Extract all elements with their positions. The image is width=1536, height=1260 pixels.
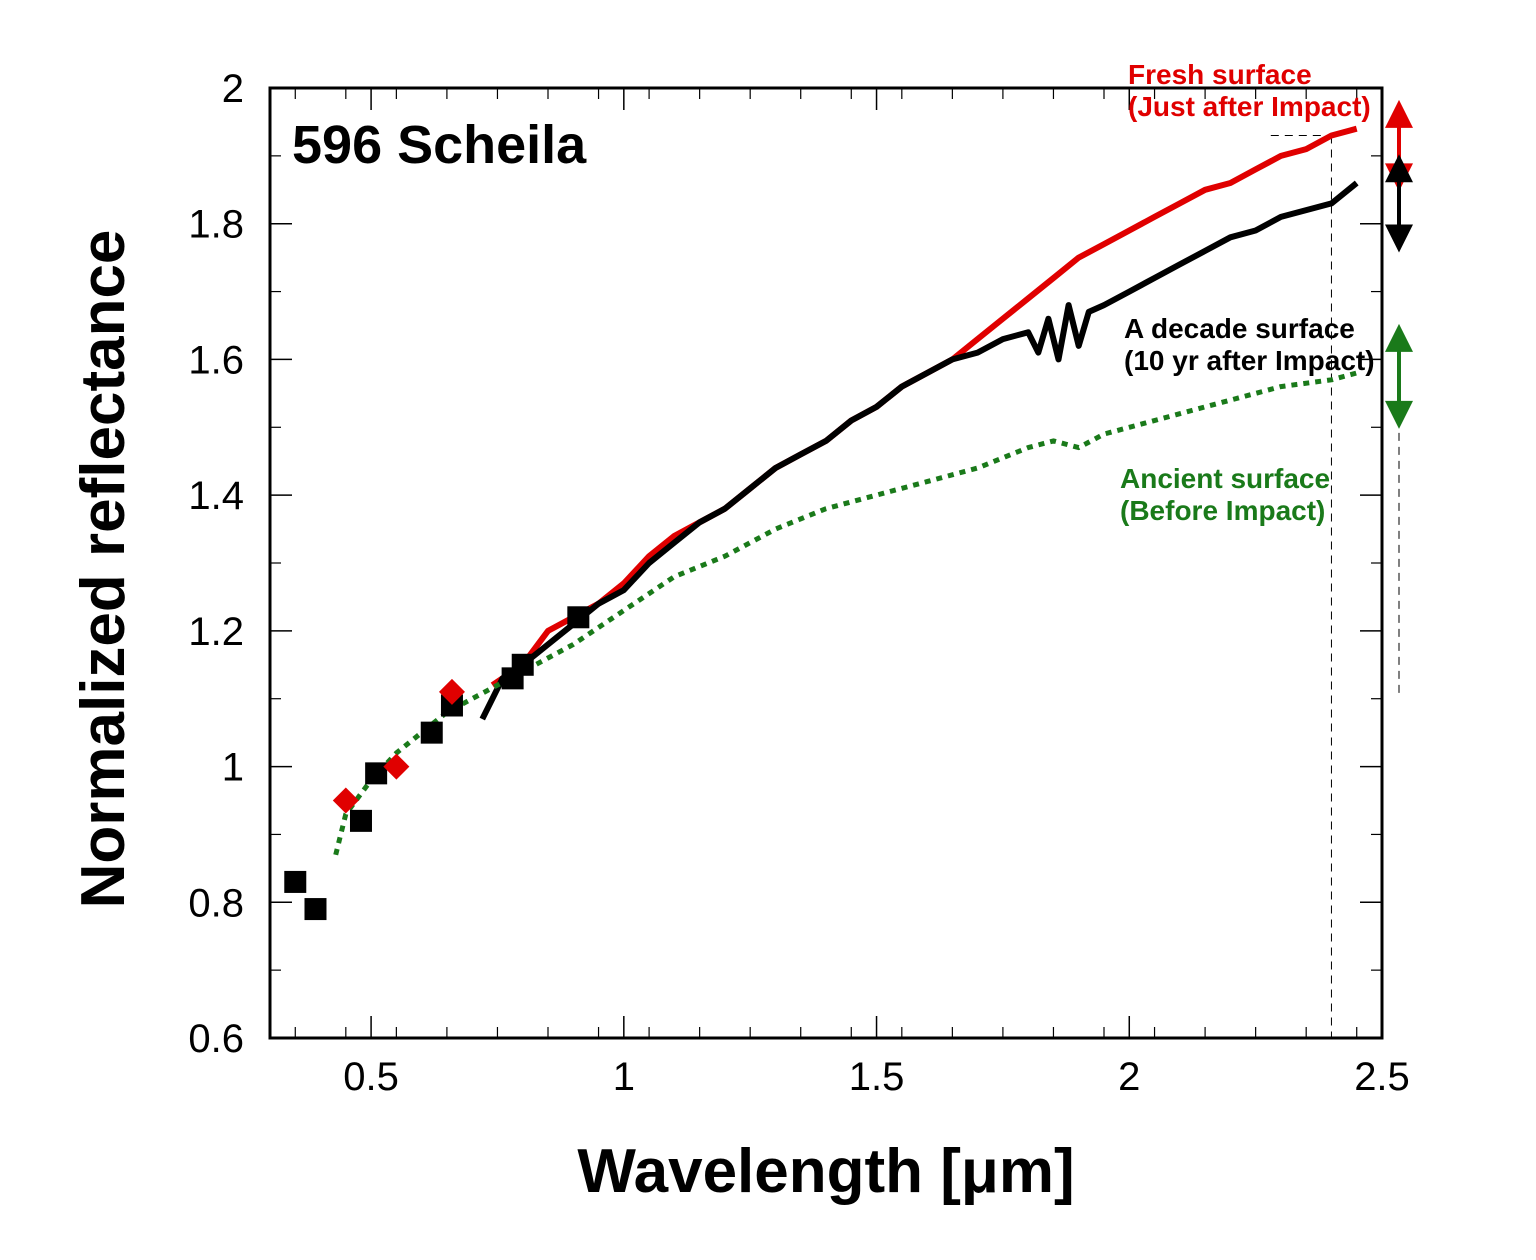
y-tick-label: 1 (222, 746, 244, 790)
axis-ticks (270, 87, 1383, 1039)
data-point-square (284, 870, 307, 893)
x-tick-label: 1 (613, 1055, 635, 1099)
annotation-line: (10 yr after Impact) (1124, 345, 1375, 376)
series-annotations: Fresh surface (Just after Impact) A decade… (1120, 59, 1375, 526)
annotation-line: (Just after Impact) (1128, 91, 1371, 122)
data-point-square (349, 809, 372, 832)
y-tick-label: 1.8 (188, 203, 244, 247)
data-point-square (304, 898, 327, 921)
range-arrow-up-decade (1385, 154, 1413, 183)
series-decade (479, 180, 1359, 721)
range-arrow-up-ancient (1385, 323, 1413, 352)
y-tick-label: 1.2 (188, 610, 244, 654)
data-point-diamond (383, 753, 410, 780)
tick-labels: 0.5 1 1.5 2 2.5 0.6 0.8 1 1.2 1.4 1.6 1.8 2 (188, 67, 1409, 1099)
y-tick-label: 2 (222, 67, 244, 111)
series-ancient (333, 370, 1358, 856)
range-markers (1385, 99, 1413, 699)
data-point-square (420, 721, 443, 744)
chart-title: 596 Scheila (292, 115, 587, 175)
data-point-square (365, 762, 388, 785)
y-axis-label: Normalized reflectance (69, 230, 138, 909)
series-layer (333, 125, 1359, 856)
x-tick-label: 0.5 (343, 1055, 399, 1099)
annotation-ancient: Ancient surface (Before Impact) (1120, 463, 1330, 526)
data-point-square (567, 606, 590, 629)
x-tick-label: 2.5 (1354, 1055, 1410, 1099)
x-tick-label: 1.5 (849, 1055, 905, 1099)
y-tick-label: 0.6 (188, 1017, 244, 1061)
annotation-decade: A decade surface (10 yr after Impact) (1124, 313, 1375, 376)
marker-layer (284, 606, 590, 921)
range-arrow-down-ancient (1385, 400, 1413, 429)
annotation-line: (Before Impact) (1120, 495, 1325, 526)
y-tick-label: 1.6 (188, 338, 244, 382)
data-point-square (511, 653, 534, 676)
range-arrow-up-fresh (1385, 99, 1413, 128)
reference-lines (1270, 135, 1332, 1038)
series-fresh (490, 125, 1358, 688)
y-tick-label: 0.8 (188, 881, 244, 925)
annotation-fresh: Fresh surface (Just after Impact) (1128, 59, 1371, 122)
annotation-line: A decade surface (1124, 313, 1355, 344)
x-axis-label: Wavelength [μm] (577, 1137, 1074, 1206)
plot-frame (268, 86, 1384, 1040)
data-point-diamond (332, 787, 359, 814)
annotation-line: Ancient surface (1120, 463, 1330, 494)
y-tick-label: 1.4 (188, 474, 244, 518)
x-tick-label: 2 (1118, 1055, 1140, 1099)
annotation-line: Fresh surface (1128, 59, 1312, 90)
data-point-square (440, 694, 463, 717)
data-point-diamond (438, 678, 465, 705)
range-arrow-down-decade (1385, 224, 1413, 253)
